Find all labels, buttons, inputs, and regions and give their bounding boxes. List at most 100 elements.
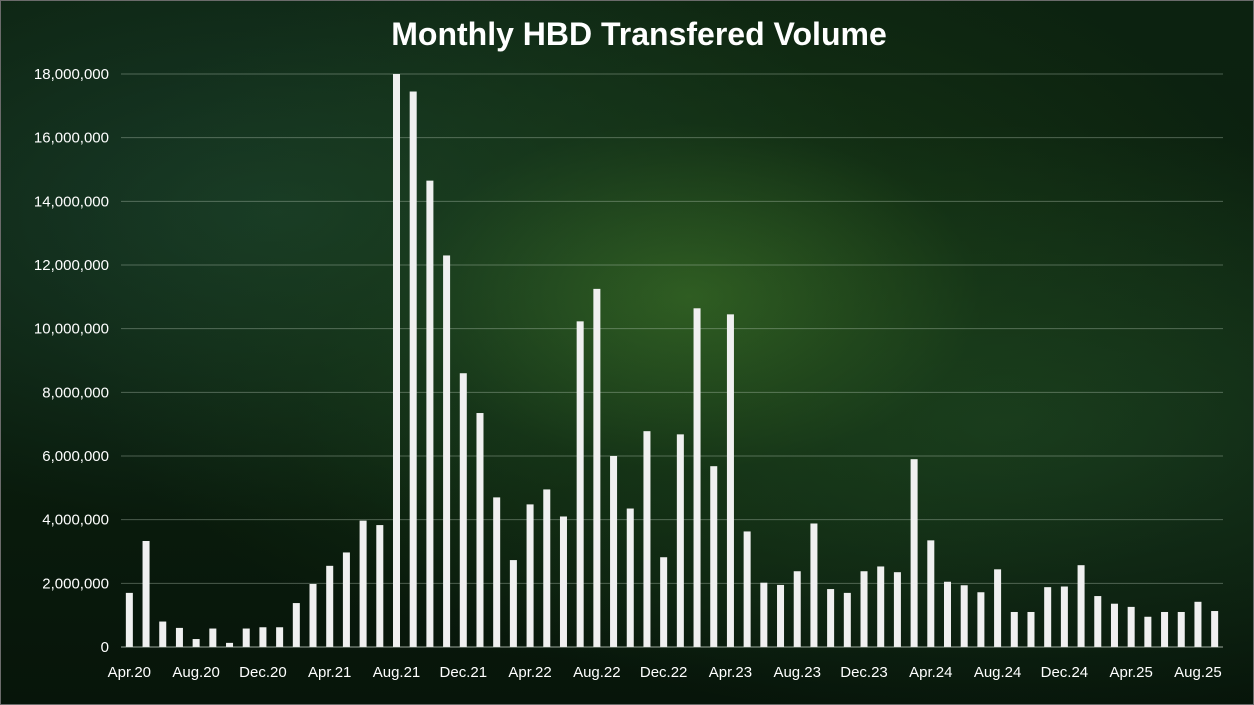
bar-Jan.24 xyxy=(877,566,885,647)
bar-May.21 xyxy=(342,552,350,647)
bar-Sep.21 xyxy=(409,91,417,648)
bar-Sep.25 xyxy=(1211,611,1219,647)
bar-Mar.22 xyxy=(509,560,517,647)
bar-Jul.20 xyxy=(175,627,183,647)
bar-May.20 xyxy=(142,540,150,647)
bar-Feb.21 xyxy=(292,603,300,647)
bar-Aug.24 xyxy=(994,569,1002,647)
bar-Oct.21 xyxy=(426,180,434,647)
bar-Apr.20 xyxy=(125,592,133,647)
x-tick-label: Apr.23 xyxy=(709,664,752,681)
bar-Aug.21 xyxy=(392,74,401,647)
bar-Jul.24 xyxy=(977,592,985,647)
bar-Apr.21 xyxy=(326,565,334,647)
bar-Mar.23 xyxy=(710,466,718,647)
bar-Feb.22 xyxy=(493,497,501,647)
bar-Jan.25 xyxy=(1077,565,1085,647)
bar-Sep.24 xyxy=(1010,611,1018,647)
bar-Jun.22 xyxy=(559,516,567,647)
bar-Jun.20 xyxy=(159,621,167,647)
bar-Mar.21 xyxy=(309,583,317,647)
bar-Oct.23 xyxy=(827,589,835,647)
y-tick-label: 8,000,000 xyxy=(42,384,109,401)
bar-Jun.25 xyxy=(1161,611,1169,647)
bar-Oct.20 xyxy=(226,642,234,647)
bar-Jul.25 xyxy=(1177,611,1185,647)
x-tick-label: Apr.24 xyxy=(909,664,952,681)
y-tick-label: 2,000,000 xyxy=(42,575,109,592)
x-tick-label: Apr.25 xyxy=(1109,664,1152,681)
bar-Jan.23 xyxy=(676,434,684,647)
x-tick-label: Dec.24 xyxy=(1041,664,1089,681)
bar-Dec.20 xyxy=(259,627,267,647)
x-tick-label: Aug.24 xyxy=(974,664,1022,681)
bar-Sep.20 xyxy=(209,628,217,647)
y-tick-label: 16,000,000 xyxy=(34,130,109,147)
bar-May.25 xyxy=(1144,616,1152,647)
y-axis-ticks: 0 2,000,000 4,000,000 6,000,000 8,000,000 10,… xyxy=(34,66,109,656)
bar-Sep.23 xyxy=(810,523,818,647)
bar-Feb.23 xyxy=(693,308,701,647)
y-tick-label: 12,000,000 xyxy=(34,257,109,274)
bar-May.24 xyxy=(943,581,952,647)
y-tick-label: 4,000,000 xyxy=(42,512,109,529)
y-tick-label: 18,000,000 xyxy=(34,66,109,83)
bar-Jun.24 xyxy=(960,585,968,647)
x-tick-label: Aug.25 xyxy=(1174,664,1222,681)
bar-Mar.25 xyxy=(1110,603,1118,647)
x-tick-label: Dec.20 xyxy=(239,664,287,681)
bar-Jul.21 xyxy=(376,525,384,647)
y-tick-label: 0 xyxy=(101,639,109,656)
bar-Nov.24 xyxy=(1044,587,1052,647)
bar-Apr.25 xyxy=(1127,606,1135,647)
y-tick-label: 6,000,000 xyxy=(42,448,109,465)
bar-Nov.21 xyxy=(443,255,451,647)
x-axis-ticks: Apr.20 Aug.20 Dec.20 Apr.21 Aug.21 Dec.21 Apr.… xyxy=(108,664,1222,681)
x-tick-label: Aug.21 xyxy=(373,664,421,681)
bar-Dec.24 xyxy=(1060,586,1068,647)
bar-May.22 xyxy=(543,489,551,647)
bar-Sep.22 xyxy=(610,456,618,647)
bar-Oct.22 xyxy=(626,508,634,647)
x-tick-label: Dec.21 xyxy=(440,664,488,681)
bar-Mar.24 xyxy=(910,459,918,647)
bar-Jul.23 xyxy=(777,584,785,647)
bar-Apr.24 xyxy=(927,540,935,647)
x-tick-label: Aug.22 xyxy=(573,664,621,681)
bar-Dec.21 xyxy=(459,373,467,647)
bar-Aug.22 xyxy=(593,288,601,647)
x-tick-label: Dec.23 xyxy=(840,664,888,681)
bar-Nov.23 xyxy=(843,592,851,647)
bar-Feb.24 xyxy=(893,572,901,647)
bars xyxy=(125,74,1219,648)
bar-Aug.20 xyxy=(192,639,200,647)
bar-May.23 xyxy=(743,531,751,647)
x-tick-label: Aug.20 xyxy=(172,664,220,681)
bar-Dec.23 xyxy=(860,571,868,647)
bar-Nov.20 xyxy=(242,628,250,647)
bar-Apr.22 xyxy=(526,504,534,647)
x-tick-label: Apr.22 xyxy=(508,664,551,681)
bar-Aug.25 xyxy=(1194,601,1202,647)
bar-Aug.23 xyxy=(793,571,801,647)
x-tick-label: Apr.20 xyxy=(108,664,151,681)
x-tick-label: Apr.21 xyxy=(308,664,351,681)
chart-title: Monthly HBD Transfered Volume xyxy=(391,16,886,52)
bar-Nov.22 xyxy=(643,431,651,647)
bar-Oct.24 xyxy=(1027,611,1035,647)
bar-Apr.23 xyxy=(726,314,734,647)
y-tick-label: 14,000,000 xyxy=(34,193,109,210)
gridlines xyxy=(121,73,1223,584)
bar-Jan.22 xyxy=(476,413,484,647)
bar-Jun.21 xyxy=(359,520,367,647)
bar-Feb.25 xyxy=(1094,596,1102,647)
bar-Dec.22 xyxy=(660,557,668,647)
x-tick-label: Dec.22 xyxy=(640,664,688,681)
y-tick-label: 10,000,000 xyxy=(34,321,109,338)
bar-Jun.23 xyxy=(760,582,768,647)
x-tick-label: Aug.23 xyxy=(773,664,821,681)
bar-Jan.21 xyxy=(276,627,284,647)
bar-Jul.22 xyxy=(576,321,584,647)
